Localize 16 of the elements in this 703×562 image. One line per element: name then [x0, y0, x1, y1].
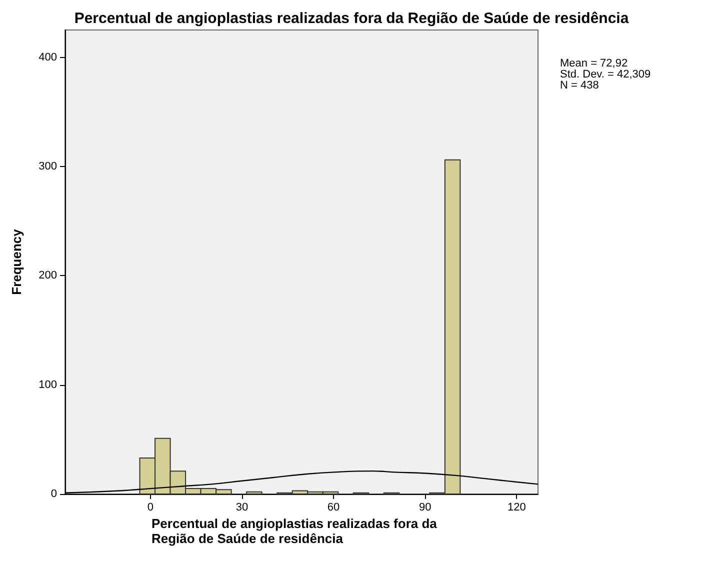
x-tick-label: 0: [147, 502, 154, 514]
chart-title: Percentual de angioplastias realizadas fora da Região de Saúde de residência: [74, 10, 630, 27]
y-tick-label: 300: [38, 160, 57, 172]
y-axis-title: Frequency: [9, 228, 24, 295]
text: N = 438: [560, 80, 599, 92]
x-tick-label: 60: [327, 502, 340, 514]
x-tick-label: 120: [507, 502, 526, 514]
y-tick-label: 100: [38, 378, 57, 391]
x-axis-title: Percentual de angioplastias realizadas fora da Região de Saúde de residência: [152, 516, 440, 546]
x-tick-label: 30: [236, 502, 248, 514]
text: Std. Dev. = 42,309: [560, 68, 651, 80]
y-tick-label: 400: [38, 51, 57, 64]
y-tick-label: 0: [50, 488, 57, 500]
text: Mean = 72,92: [560, 58, 628, 70]
y-tick-label: 200: [38, 270, 57, 282]
x-tick-label: 90: [418, 502, 432, 514]
